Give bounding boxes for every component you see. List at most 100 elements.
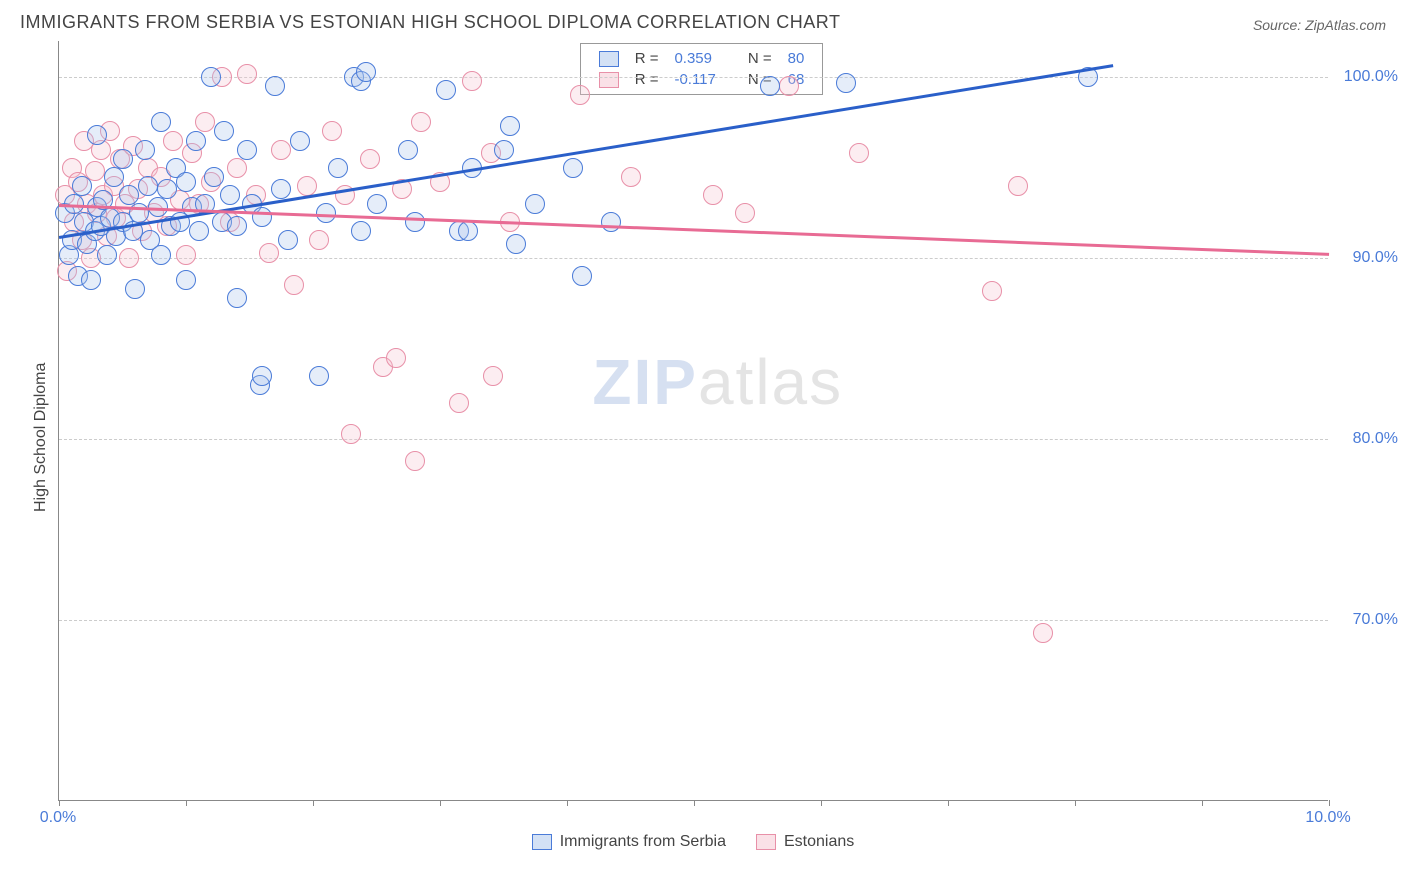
scatter-point-serbia [265,76,285,96]
scatter-point-serbia [104,167,124,187]
scatter-point-serbia [760,76,780,96]
gridline-h [59,620,1328,621]
gridline-h [59,258,1328,259]
scatter-point-serbia [113,149,133,169]
trend-line-estonia [59,204,1329,255]
scatter-point-estonia [341,424,361,444]
scatter-point-serbia [135,140,155,160]
watermark-light: atlas [698,346,843,418]
legend-r-label: R = [627,48,667,69]
legend-item-serbia: Immigrants from Serbia [532,833,726,851]
source-label: Source: [1253,17,1305,33]
scatter-point-serbia [316,203,336,223]
scatter-point-serbia [252,207,272,227]
legend-swatch-estonia [756,834,776,850]
legend-swatch-serbia [599,51,619,67]
scatter-point-estonia [411,112,431,132]
scatter-point-estonia [309,230,329,250]
scatter-point-serbia [176,270,196,290]
scatter-point-serbia [227,288,247,308]
scatter-point-serbia [836,73,856,93]
legend-series: Immigrants from Serbia Estonians [58,833,1328,851]
legend-swatch-estonia [599,72,619,88]
scatter-point-serbia [309,366,329,386]
scatter-point-serbia [506,234,526,254]
scatter-point-estonia [119,248,139,268]
scatter-point-serbia [436,80,456,100]
scatter-point-estonia [322,121,342,141]
watermark-bold: ZIP [592,346,698,418]
legend-r-value-serbia: 0.359 [666,48,723,69]
legend-label-estonia: Estonians [784,833,854,851]
chart-title: IMMIGRANTS FROM SERBIA VS ESTONIAN HIGH … [20,12,840,33]
x-tick [1329,800,1330,806]
scatter-point-serbia [601,212,621,232]
scatter-point-serbia [572,266,592,286]
source-value: ZipAtlas.com [1305,17,1386,33]
scatter-point-estonia [271,140,291,160]
scatter-point-serbia [201,67,221,87]
scatter-point-estonia [227,158,247,178]
scatter-point-serbia [237,140,257,160]
scatter-point-estonia [405,451,425,471]
legend-r-label: R = [627,69,667,90]
scatter-point-serbia [204,167,224,187]
scatter-point-serbia [252,366,272,386]
scatter-point-serbia [186,131,206,151]
scatter-point-serbia [119,185,139,205]
scatter-point-serbia [81,270,101,290]
scatter-point-serbia [356,62,376,82]
scatter-point-serbia [97,245,117,265]
scatter-point-estonia [297,176,317,196]
scatter-point-serbia [227,216,247,236]
y-tick-label: 80.0% [1353,430,1398,448]
scatter-point-estonia [195,112,215,132]
scatter-point-serbia [500,116,520,136]
scatter-point-serbia [189,221,209,241]
scatter-point-serbia [525,194,545,214]
legend-r-value-estonia: -0.117 [666,69,723,90]
scatter-point-serbia [72,176,92,196]
scatter-point-estonia [284,275,304,295]
x-tick-label: 0.0% [40,809,76,827]
legend-n-label: N = [740,48,780,69]
scatter-point-estonia [386,348,406,368]
scatter-point-serbia [157,179,177,199]
scatter-point-estonia [360,149,380,169]
scatter-point-estonia [237,64,257,84]
watermark: ZIPatlas [592,345,843,419]
scatter-point-serbia [271,179,291,199]
scatter-point-estonia [449,393,469,413]
scatter-point-estonia [462,71,482,91]
chart-header: IMMIGRANTS FROM SERBIA VS ESTONIAN HIGH … [0,0,1406,41]
scatter-point-estonia [621,167,641,187]
scatter-point-serbia [563,158,583,178]
scatter-point-serbia [125,279,145,299]
x-axis-labels: 0.0%10.0% [58,801,1328,829]
scatter-point-estonia [176,245,196,265]
scatter-point-serbia [398,140,418,160]
scatter-point-serbia [176,172,196,192]
chart-wrap: ZIPatlas R = 0.359 N = 80 R = -0.117 N =… [20,41,1386,851]
y-tick-label: 90.0% [1353,249,1398,267]
scatter-point-estonia [259,243,279,263]
scatter-point-serbia [367,194,387,214]
scatter-point-serbia [494,140,514,160]
scatter-point-estonia [1008,176,1028,196]
scatter-point-serbia [151,112,171,132]
legend-label-serbia: Immigrants from Serbia [560,833,726,851]
scatter-point-serbia [151,245,171,265]
gridline-h [59,439,1328,440]
scatter-point-serbia [405,212,425,232]
scatter-point-serbia [138,176,158,196]
scatter-point-estonia [163,131,183,151]
chart-source: Source: ZipAtlas.com [1253,17,1386,33]
legend-n-value-serbia: 80 [780,48,813,69]
scatter-point-estonia [779,76,799,96]
scatter-point-estonia [735,203,755,223]
scatter-point-serbia [458,221,478,241]
scatter-point-serbia [214,121,234,141]
scatter-point-serbia [290,131,310,151]
scatter-point-estonia [570,85,590,105]
scatter-point-serbia [278,230,298,250]
